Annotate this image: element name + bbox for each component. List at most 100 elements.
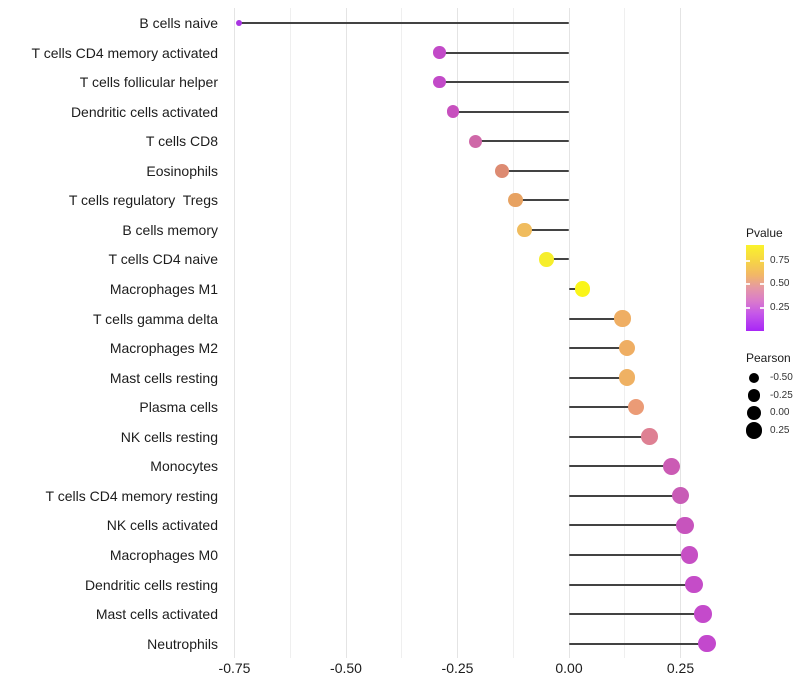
x-axis: -0.75 -0.50 -0.25 0.00 0.25 (0, 660, 800, 676)
y-axis-label: Eosinophils (146, 162, 218, 179)
y-axis-label: Mast cells resting (109, 369, 218, 386)
pvalue-legend-title: Pvalue (746, 226, 783, 240)
gridline-major (568, 8, 570, 658)
gridline-minor (512, 8, 514, 658)
lollipop-stem (569, 613, 703, 616)
y-axis-label: Neutrophils (147, 635, 218, 652)
lollipop-stem (515, 199, 569, 202)
lollipop-stem (453, 110, 569, 113)
pvalue-tick-label: 0.75 (770, 254, 790, 266)
lollipop-stem (546, 258, 569, 261)
lollipop-stem (439, 81, 569, 84)
pearson-legend-label: -0.50 (770, 372, 793, 383)
lollipop-stem (569, 347, 627, 350)
y-axis-label: Macrophages M2 (109, 340, 218, 357)
lollipop-stem (569, 494, 681, 497)
lollipop-dot (618, 369, 636, 386)
pvalue-tick-label: 0.50 (770, 278, 790, 290)
lollipop-dot (680, 546, 699, 564)
pearson-legend-dot (746, 405, 762, 421)
y-axis-label: NK cells activated (106, 517, 218, 534)
lollipop-dot (685, 575, 703, 594)
lollipop-dot (236, 20, 242, 26)
x-axis-tick-label: -0.50 (330, 660, 362, 676)
lollipop-dot (495, 163, 509, 178)
lollipop-dot (517, 222, 532, 238)
x-axis-tick-label: 0.25 (666, 660, 695, 676)
y-axis-label: T cells follicular helper (79, 74, 218, 91)
lollipop-stem (569, 406, 636, 409)
pvalue-tick-label: 0.25 (770, 301, 790, 313)
gridline-major (345, 8, 347, 658)
lollipop-stem (439, 51, 569, 54)
lollipop-stem (569, 435, 650, 438)
y-axis-label: T cells gamma delta (92, 310, 218, 327)
lollipop-dot (539, 252, 555, 267)
lollipop-dot (627, 398, 645, 416)
lollipop-dot (693, 605, 712, 623)
pearson-legend-dot (749, 373, 759, 383)
pvalue-tick-mark (746, 259, 750, 262)
gridline-major (234, 8, 235, 658)
y-axis-label: T cells CD4 memory activated (31, 44, 218, 61)
lollipop-stem (238, 22, 569, 24)
gridline-minor (289, 8, 291, 658)
pvalue-tick-mark (760, 306, 764, 309)
lollipop-stem (569, 317, 623, 320)
y-axis-label: T cells CD4 naive (108, 251, 218, 268)
pearson-legend-label: -0.25 (770, 389, 793, 401)
gridline-minor (624, 8, 626, 658)
plot-panel (226, 8, 724, 658)
y-axis-label: B cells naive (139, 15, 218, 31)
lollipop-dot (663, 457, 681, 475)
y-axis-labels: B cells naive T cells CD4 memory activate… (0, 8, 218, 658)
y-axis-label: B cells memory (122, 221, 218, 238)
pvalue-colorbar (746, 245, 764, 331)
lollipop-dot (618, 339, 636, 357)
gridline-major (680, 8, 681, 658)
y-axis-label: Dendritic cells resting (84, 576, 218, 593)
y-axis-label: T cells CD8 (145, 133, 218, 150)
pearson-legend-title: Pearson (746, 351, 791, 365)
pvalue-tick-mark (760, 283, 764, 286)
x-axis-tick-label: 0.00 (555, 660, 583, 676)
pearson-legend-label: 0.00 (770, 407, 790, 418)
pvalue-tick-mark (746, 283, 750, 286)
lollipop-dot (614, 310, 631, 327)
x-axis-tick-label: -0.75 (218, 660, 251, 676)
x-axis-tick-label: -0.25 (441, 660, 474, 676)
y-axis-label: T cells CD4 memory resting (45, 487, 218, 504)
lollipop-dot (446, 105, 460, 118)
lollipop-stem (569, 553, 690, 556)
y-axis-label: Plasma cells (139, 399, 218, 416)
lollipop-stem (475, 140, 569, 143)
lollipop-stem (569, 376, 627, 379)
y-axis-label: Mast cells activated (95, 606, 218, 623)
lollipop-stem (569, 524, 685, 527)
lollipop-stem (569, 465, 672, 468)
gridline-major (457, 8, 458, 658)
pearson-legend-dot (747, 389, 761, 402)
pvalue-tick-mark (760, 259, 764, 262)
lollipop-dot (508, 193, 523, 208)
lollipop-dot (574, 281, 591, 297)
y-axis-label: T cells regulatory Tregs (68, 192, 218, 209)
lollipop-stem (569, 583, 694, 586)
lollipop-dot (433, 46, 446, 59)
y-axis-label: NK cells resting (120, 428, 218, 445)
lollipop-dot (468, 134, 482, 148)
gridline-minor (401, 8, 403, 658)
lollipop-dot (671, 487, 690, 505)
pearson-legend-label: 0.25 (770, 424, 790, 436)
lollipop-dot (433, 75, 446, 89)
lollipop-dot (676, 516, 694, 535)
y-axis-label: Monocytes (150, 458, 218, 475)
lollipop-stem (502, 169, 569, 172)
y-axis-label: Macrophages M1 (109, 280, 218, 297)
y-axis-label: Dendritic cells activated (70, 103, 218, 120)
y-axis-label: Macrophages M0 (109, 546, 218, 563)
lollipop-stem (569, 642, 708, 645)
pearson-legend-dot (745, 422, 763, 439)
lollipop-dot (640, 428, 658, 446)
